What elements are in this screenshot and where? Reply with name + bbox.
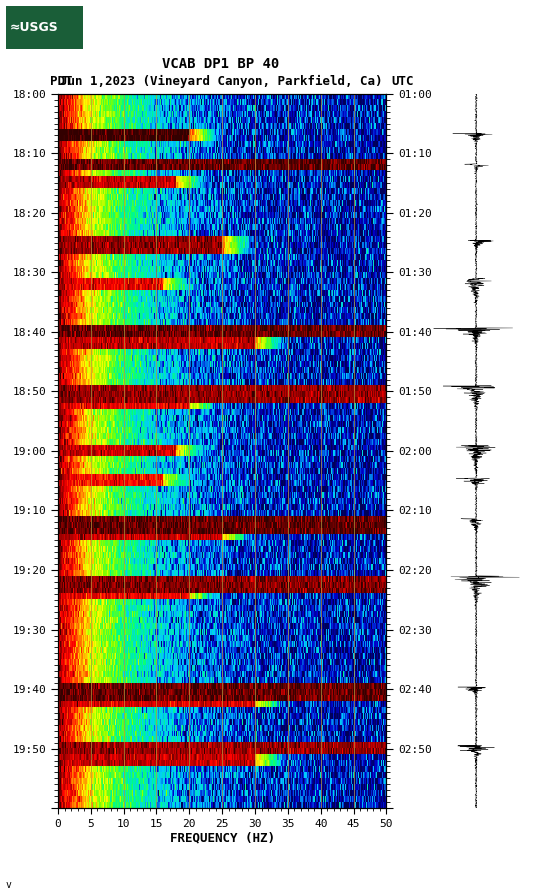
Text: PDT: PDT: [50, 75, 72, 88]
Text: ≈USGS: ≈USGS: [9, 21, 58, 34]
Text: UTC: UTC: [392, 75, 414, 88]
X-axis label: FREQUENCY (HZ): FREQUENCY (HZ): [169, 831, 275, 845]
Text: Jun 1,2023 (Vineyard Canyon, Parkfield, Ca): Jun 1,2023 (Vineyard Canyon, Parkfield, …: [60, 75, 382, 88]
Text: VCAB DP1 BP 40: VCAB DP1 BP 40: [162, 57, 279, 71]
Text: v: v: [6, 880, 12, 889]
